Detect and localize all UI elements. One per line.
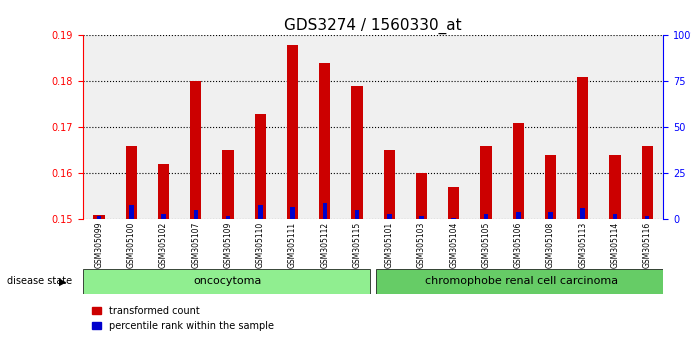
- Title: GDS3274 / 1560330_at: GDS3274 / 1560330_at: [284, 18, 462, 34]
- Text: GSM305109: GSM305109: [223, 222, 233, 268]
- Bar: [387, 214, 392, 219]
- Bar: [577, 77, 589, 219]
- Bar: [484, 214, 489, 219]
- Bar: [613, 214, 617, 219]
- Text: GSM305113: GSM305113: [578, 222, 587, 268]
- Bar: [645, 216, 650, 219]
- Bar: [352, 86, 363, 219]
- Text: GSM305108: GSM305108: [546, 222, 555, 268]
- Bar: [319, 63, 330, 219]
- Text: GSM305103: GSM305103: [417, 222, 426, 268]
- Bar: [287, 45, 299, 219]
- Bar: [254, 114, 266, 219]
- Text: GSM305111: GSM305111: [288, 222, 297, 268]
- Bar: [384, 150, 395, 219]
- Text: GSM305104: GSM305104: [449, 222, 458, 268]
- Bar: [548, 212, 553, 219]
- Bar: [190, 81, 202, 219]
- Text: GSM305106: GSM305106: [513, 222, 523, 268]
- Bar: [323, 203, 327, 219]
- Bar: [193, 210, 198, 219]
- Text: GSM305115: GSM305115: [352, 222, 361, 268]
- Bar: [580, 209, 585, 219]
- Text: GSM305102: GSM305102: [159, 222, 168, 268]
- Bar: [545, 155, 556, 219]
- Bar: [516, 212, 520, 219]
- Bar: [451, 218, 456, 219]
- Bar: [126, 146, 137, 219]
- Bar: [226, 216, 230, 219]
- Bar: [290, 207, 295, 219]
- Text: GSM305105: GSM305105: [482, 222, 491, 268]
- Bar: [448, 187, 460, 219]
- Bar: [93, 215, 104, 219]
- Text: GSM305116: GSM305116: [643, 222, 652, 268]
- Text: GSM305107: GSM305107: [191, 222, 200, 268]
- Bar: [513, 123, 524, 219]
- Text: GSM305099: GSM305099: [95, 222, 104, 268]
- Text: chromophobe renal cell carcinoma: chromophobe renal cell carcinoma: [424, 276, 618, 286]
- FancyBboxPatch shape: [83, 269, 370, 294]
- Text: GSM305100: GSM305100: [126, 222, 136, 268]
- Bar: [161, 214, 166, 219]
- Bar: [419, 216, 424, 219]
- Bar: [416, 173, 427, 219]
- Text: disease state: disease state: [7, 276, 72, 286]
- Bar: [97, 216, 102, 219]
- Bar: [354, 210, 359, 219]
- Text: GSM305110: GSM305110: [256, 222, 265, 268]
- FancyBboxPatch shape: [376, 269, 663, 294]
- Bar: [158, 164, 169, 219]
- Bar: [258, 205, 263, 219]
- Text: ▶: ▶: [59, 276, 66, 286]
- Text: GSM305112: GSM305112: [320, 222, 330, 268]
- Bar: [480, 146, 492, 219]
- Bar: [129, 205, 133, 219]
- Text: oncocytoma: oncocytoma: [194, 276, 262, 286]
- Legend: transformed count, percentile rank within the sample: transformed count, percentile rank withi…: [88, 302, 278, 335]
- Text: GSM305101: GSM305101: [385, 222, 394, 268]
- Bar: [641, 146, 653, 219]
- Text: GSM305114: GSM305114: [610, 222, 620, 268]
- Bar: [609, 155, 621, 219]
- Bar: [223, 150, 234, 219]
